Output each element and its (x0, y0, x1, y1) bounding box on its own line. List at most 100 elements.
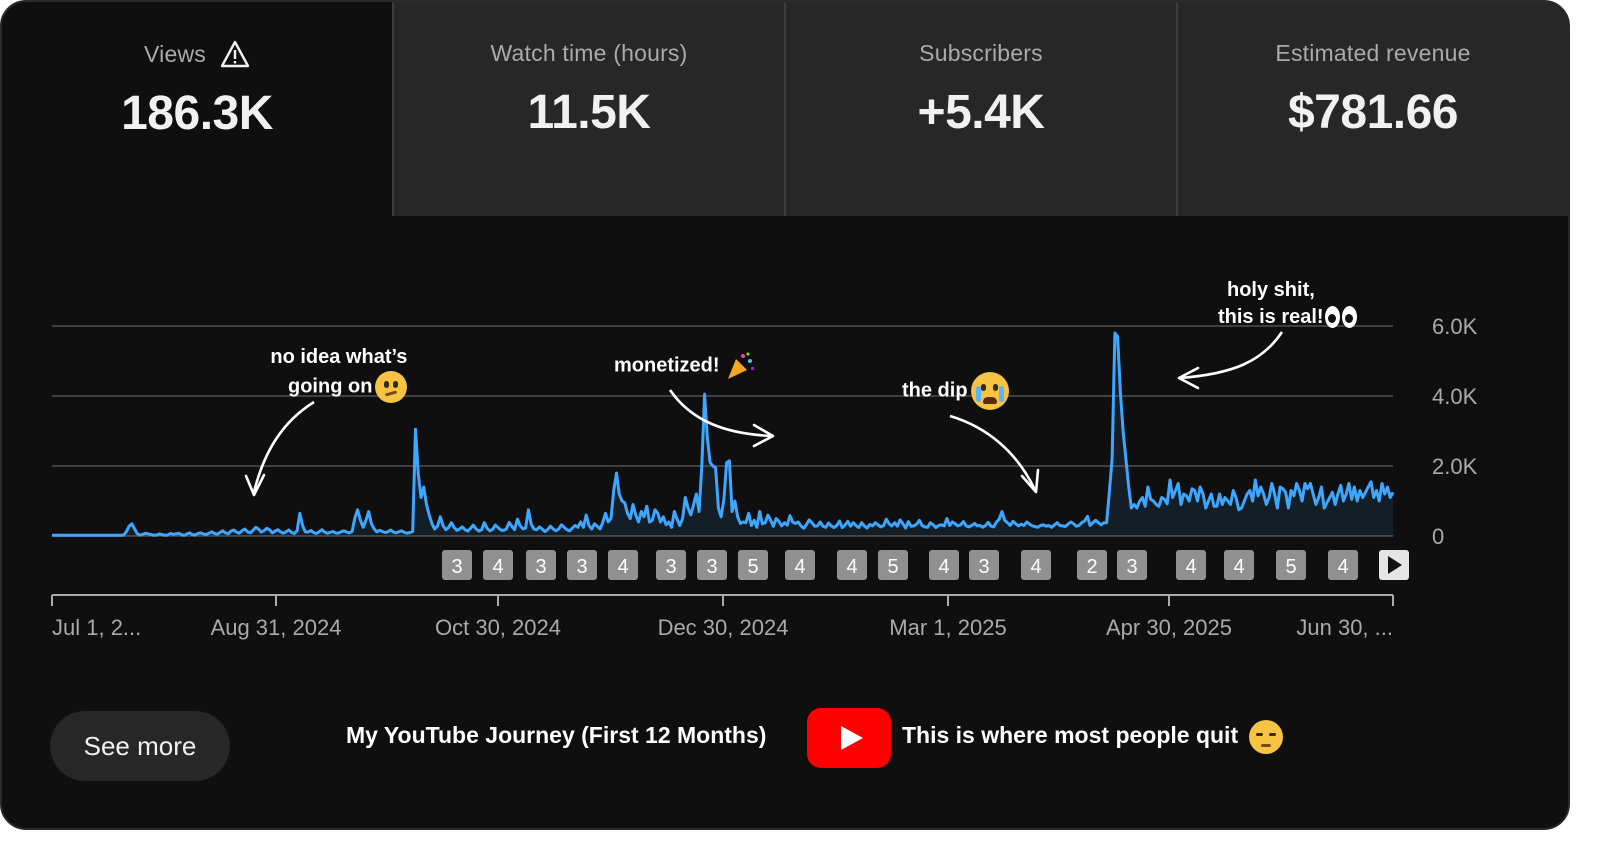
upload-marker-box (1328, 550, 1358, 580)
tab-revenue-value: $781.66 (1287, 86, 1459, 139)
upload-marker[interactable]: 4 (608, 550, 638, 580)
upload-marker[interactable]: 3 (697, 550, 727, 580)
annotation-holy: holy shit, this is real! (1218, 277, 1358, 331)
upload-marker[interactable]: 4 (785, 550, 815, 580)
footer-caption-text: This is where most people quit (902, 722, 1239, 748)
warning-icon[interactable] (220, 40, 250, 68)
upload-marker[interactable]: 4 (837, 550, 867, 580)
upload-marker[interactable]: 3 (969, 550, 999, 580)
tab-watch-time[interactable]: Watch time (hours) 11.5K (392, 2, 784, 216)
upload-marker[interactable]: 2 (1077, 550, 1107, 580)
upload-marker-box (483, 550, 513, 580)
tab-views-label: Views (144, 40, 206, 67)
x-tick-label: Jun 30, ... (1296, 615, 1393, 640)
upload-marker[interactable]: 4 (929, 550, 959, 580)
annotation-arrow (244, 473, 266, 497)
upload-marker-box (837, 550, 867, 580)
upload-marker[interactable]: 4 (1328, 550, 1358, 580)
upload-marker-count: 3 (665, 556, 676, 578)
upload-marker-box (1224, 550, 1254, 580)
x-tick-label: Oct 30, 2024 (435, 615, 561, 640)
upload-marker[interactable]: 3 (442, 550, 472, 580)
tab-subscribers-value: +5.4K (917, 86, 1045, 139)
pensive-face-icon (1248, 719, 1283, 754)
y-tick-label: 6.0K (1432, 314, 1478, 339)
annotation-arrow (752, 423, 775, 448)
annotation-arrows (244, 331, 1284, 497)
crying-face-icon (970, 372, 1009, 410)
upload-marker-count: 4 (938, 556, 949, 578)
upload-marker[interactable]: 5 (1276, 550, 1306, 580)
views-series-line (52, 331, 1395, 537)
upload-marker-box (1021, 550, 1051, 580)
upload-marker-count: 4 (617, 556, 628, 578)
tab-revenue[interactable]: Estimated revenue $781.66 (1176, 2, 1568, 216)
upload-marker[interactable]: 3 (526, 550, 556, 580)
party-popper-icon (728, 352, 755, 379)
tab-watch-time-label: Watch time (hours) (490, 40, 688, 66)
upload-marker[interactable]: 3 (656, 550, 686, 580)
footer-caption: This is where most people quit (902, 718, 1283, 754)
annotation-no-idea-line1: no idea what’s (270, 346, 408, 368)
annotation-the-dip-text: the dip (902, 379, 968, 402)
upload-marker-count: 5 (887, 556, 898, 578)
next-markers-button[interactable] (1379, 550, 1409, 580)
upload-marker-box (697, 550, 727, 580)
x-tick-label: Dec 30, 2024 (658, 615, 789, 640)
upload-marker[interactable]: 4 (1176, 550, 1206, 580)
upload-marker-count: 2 (1086, 556, 1097, 578)
thinking-face-icon (375, 371, 408, 403)
upload-marker-count: 4 (1337, 556, 1348, 578)
upload-marker-box (656, 550, 686, 580)
tab-subscribers-label: Subscribers (919, 40, 1043, 66)
metric-tabs: Views 186.3K Watch time (hours) 11.5K Su… (2, 2, 1568, 216)
annotation-arrow (1179, 331, 1284, 380)
upload-marker[interactable]: 5 (738, 550, 768, 580)
see-more-button[interactable]: See more (50, 711, 230, 781)
upload-marker-count: 3 (576, 556, 587, 578)
video-title: My YouTube Journey (First 12 Months) (346, 722, 767, 748)
play-icon (1388, 556, 1402, 574)
annotation-holy-line1: holy shit, (1227, 279, 1315, 301)
annotation-arrow (1020, 468, 1040, 494)
y-tick-label: 0 (1432, 524, 1444, 549)
upload-marker[interactable]: 5 (878, 550, 908, 580)
annotation-monetized: monetized! (614, 351, 755, 381)
upload-marker-box (442, 550, 472, 580)
upload-marker-count: 4 (794, 556, 805, 578)
upload-marker-count: 3 (451, 556, 462, 578)
y-tick-label: 4.0K (1432, 384, 1478, 409)
eyes-icon (1324, 305, 1358, 330)
upload-marker[interactable]: 4 (483, 550, 513, 580)
tab-views[interactable]: Views 186.3K (2, 2, 392, 216)
upload-marker-box (1276, 550, 1306, 580)
upload-marker-box (608, 550, 638, 580)
upload-marker[interactable]: 3 (1117, 550, 1147, 580)
upload-marker[interactable]: 4 (1224, 550, 1254, 580)
tab-revenue-label: Estimated revenue (1275, 40, 1471, 66)
views-area (52, 333, 1393, 536)
x-tick-label: Jul 1, 2... (52, 615, 141, 640)
upload-marker-box (1117, 550, 1147, 580)
upload-marker-box (1176, 550, 1206, 580)
tab-subscribers[interactable]: Subscribers +5.4K (784, 2, 1176, 216)
upload-marker-box (878, 550, 908, 580)
views-line-chart: 6.0K 4.0K 2.0K 0 3 4 3 3 4 3 3 5 4 4 5 4 3 4 2 3 4 4 5 4 Jul 1… (51, 314, 1478, 640)
tab-views-value: 186.3K (121, 87, 273, 140)
upload-marker-count: 4 (846, 556, 857, 578)
upload-marker-box (929, 550, 959, 580)
upload-marker[interactable]: 4 (1021, 550, 1051, 580)
annotation-holy-line2: this is real! (1218, 306, 1324, 328)
x-tick-label: Mar 1, 2025 (889, 615, 1006, 640)
upload-marker-box (526, 550, 556, 580)
annotation-arrow (949, 414, 1037, 491)
annotation-arrow (1177, 366, 1200, 390)
annotation-arrow (668, 389, 773, 438)
upload-marker[interactable]: 3 (567, 550, 597, 580)
annotation-no-idea: no idea what’s going on (259, 344, 408, 403)
upload-marker-count: 3 (706, 556, 717, 578)
annotation-monetized-text: monetized! (614, 354, 720, 377)
upload-marker-count: 3 (535, 556, 546, 578)
upload-marker-box (785, 550, 815, 580)
upload-marker-box (567, 550, 597, 580)
